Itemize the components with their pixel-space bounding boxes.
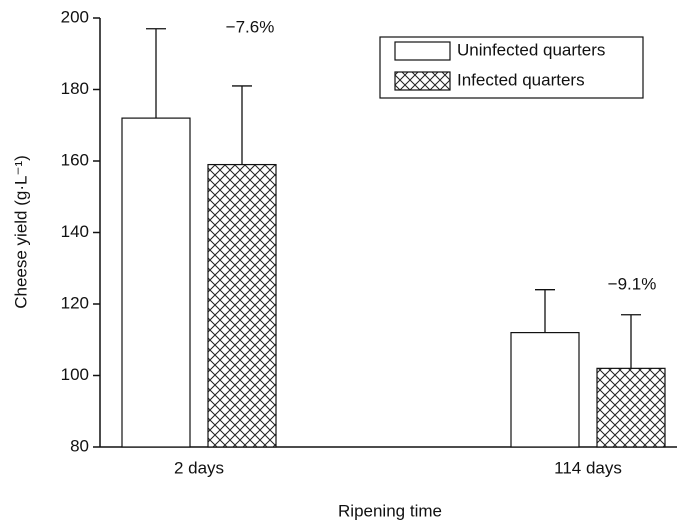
legend-swatch — [394, 41, 451, 61]
y-tick-label: 80 — [70, 436, 89, 455]
y-axis-label: Cheese yield (g·L⁻¹) — [11, 155, 30, 309]
error-bar — [621, 314, 641, 369]
y-tick-label: 180 — [61, 79, 89, 98]
bar — [596, 367, 666, 448]
legend-label: Infected quarters — [457, 70, 585, 89]
bar — [207, 163, 277, 448]
annotation: −7.6% — [226, 17, 275, 36]
legend-swatch — [394, 71, 451, 91]
annotation: −9.1% — [608, 274, 657, 293]
y-tick-label: 120 — [61, 293, 89, 312]
error-bar — [232, 85, 252, 165]
y-tick-label: 160 — [61, 150, 89, 169]
error-bar — [146, 28, 166, 119]
x-tick-label: 114 days — [554, 458, 622, 477]
y-tick-label: 100 — [61, 365, 89, 384]
bar — [121, 117, 191, 448]
error-bar — [535, 289, 555, 333]
bar — [510, 332, 580, 448]
y-tick-label: 200 — [61, 7, 89, 26]
y-tick-label: 140 — [61, 222, 89, 241]
x-axis-label: Ripening time — [338, 501, 442, 520]
legend-label: Uninfected quarters — [457, 40, 605, 59]
x-tick-label: 2 days — [174, 458, 224, 477]
